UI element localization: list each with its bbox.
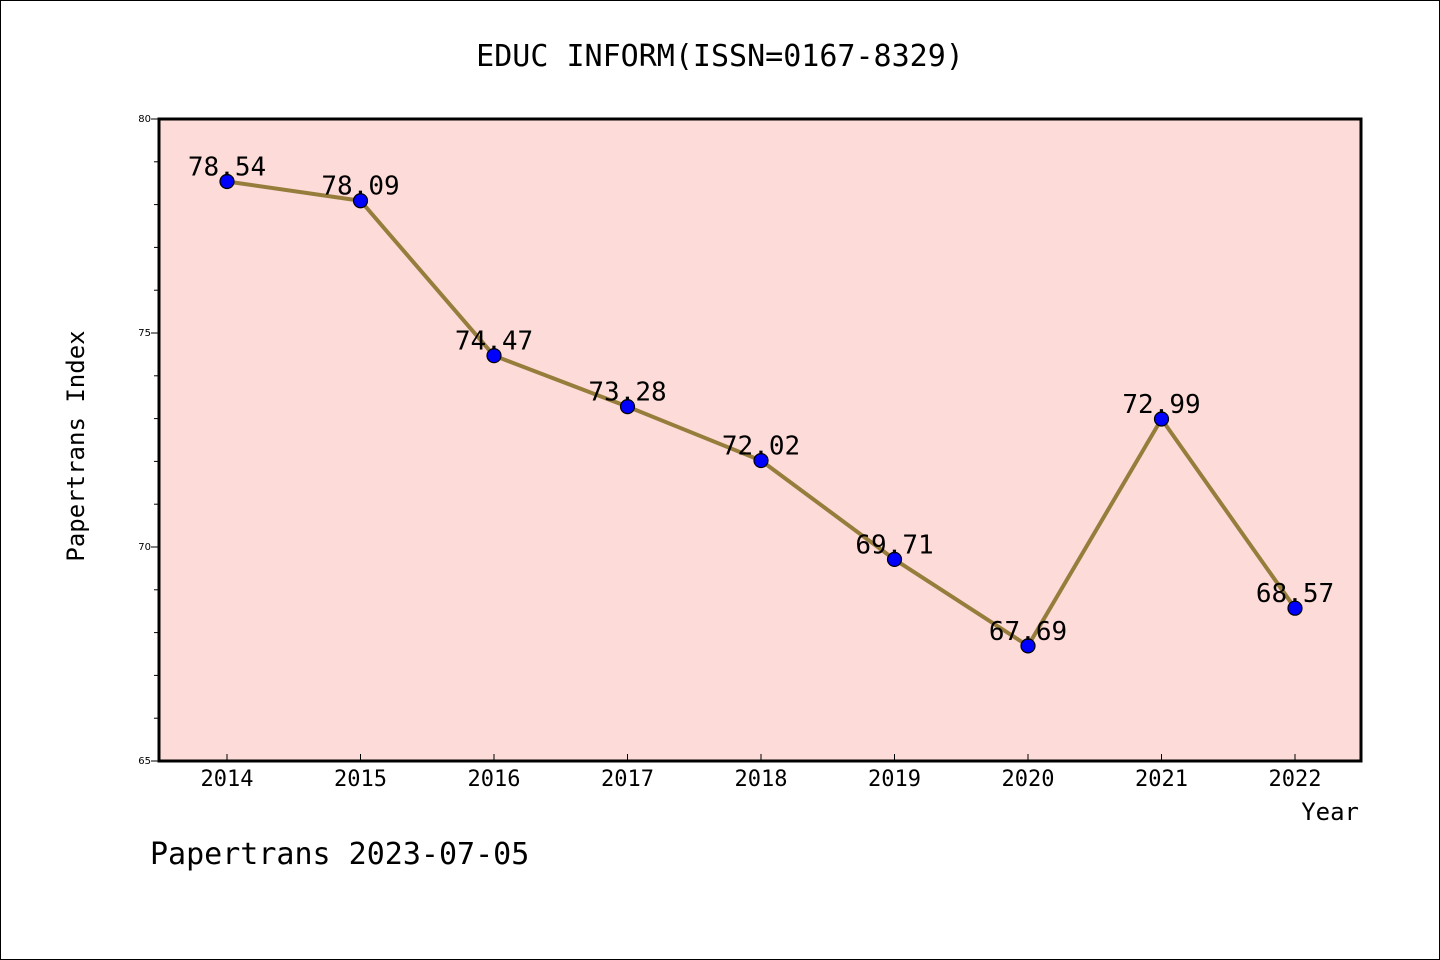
data-point [1287,600,1303,616]
chart-title: EDUC INFORM(ISSN=0167-8329) [476,39,964,74]
x-tick-label: 2014 [201,767,254,792]
data-label: 68.57 [1256,579,1334,609]
y-tick-label: 70 [138,542,151,553]
x-tick-label: 2021 [1135,767,1188,792]
y-axis: 65 70 75 80 [138,114,159,767]
data-point [486,348,502,364]
x-axis-title: Year [1301,798,1359,826]
data-label: 78.09 [321,172,399,202]
y-axis-title: Papertrans Index [62,330,90,561]
data-point [219,173,235,190]
footer-source: Papertrans 2023-07-05 [150,837,529,872]
data-point [1153,411,1170,427]
plot-area [157,117,1363,763]
x-tick-label: 2022 [1269,767,1322,792]
data-point [886,551,903,568]
data-label: 73.28 [588,378,666,408]
data-markers [219,173,1303,654]
data-label: 72.02 [722,432,800,462]
data-point [753,452,769,469]
data-label: 74.47 [455,327,533,357]
data-label: 69.71 [855,530,933,560]
x-tick-label: 2016 [468,767,521,792]
x-tick-label: 2017 [601,767,654,792]
x-tick-label: 2020 [1002,767,1055,792]
x-tick-label: 2018 [735,767,788,792]
y-tick-label: 80 [138,114,151,125]
x-axis: 2014 2015 2016 2017 2018 2019 2020 2021 2022 [201,754,1322,792]
data-label: 67.69 [989,617,1067,647]
data-label: 72.99 [1122,390,1200,420]
y-tick-label: 75 [138,328,151,339]
data-label: 78.54 [188,152,266,182]
data-point [619,399,636,415]
x-tick-label: 2019 [868,767,921,792]
x-tick-label: 2015 [334,767,387,792]
data-point [352,193,369,209]
data-labels: 78.54 78.09 74.47 73.28 72.02 69.71 67.69 72.99… [188,152,1334,646]
data-point [1020,638,1036,654]
y-tick-label: 65 [138,756,151,767]
